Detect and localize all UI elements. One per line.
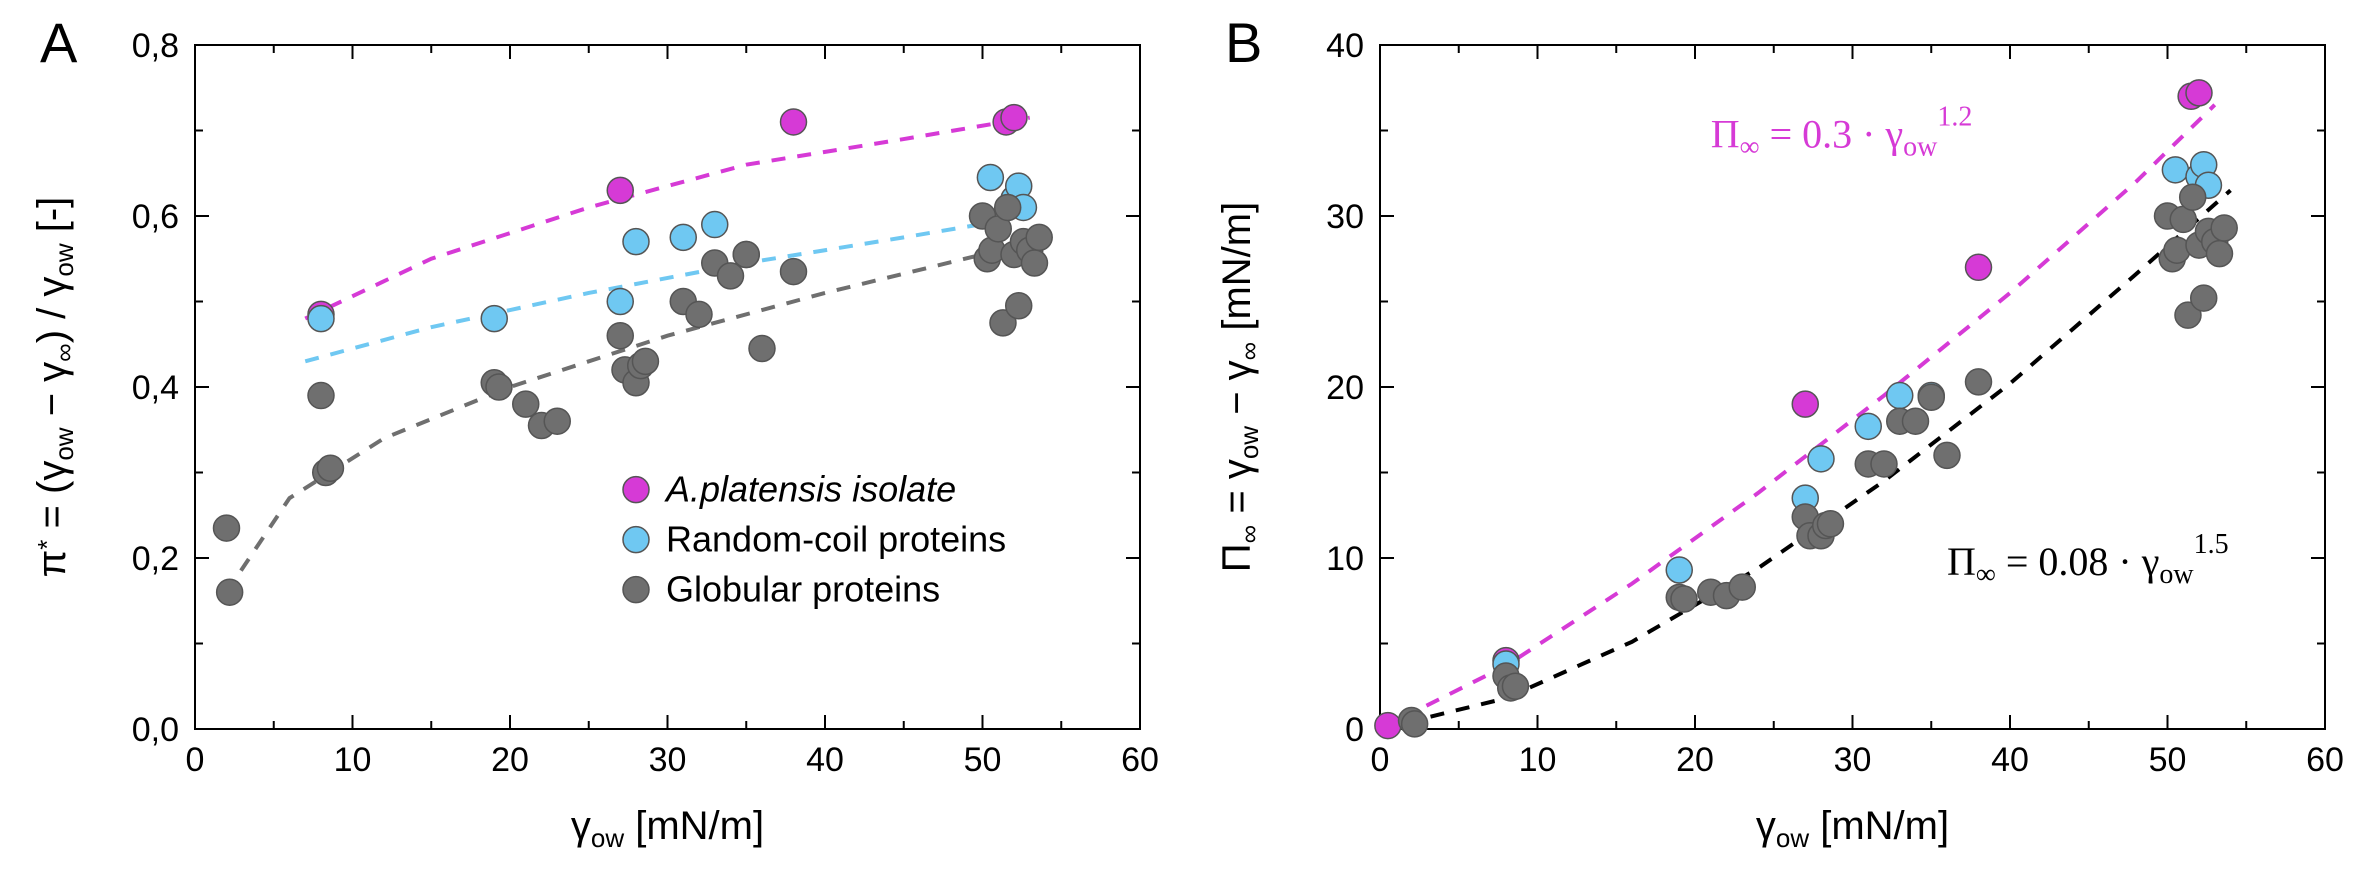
panel-a: A 0 10 20 30 40 50 60 0,0 0,2 0,4 0,6 0,8 γow [mN/m]…: [0, 0, 1185, 884]
svg-text:A.platensis isolate: A.platensis isolate: [664, 469, 956, 510]
marker-globular: [486, 374, 512, 400]
marker-random_coil: [623, 229, 649, 255]
marker-globular: [317, 455, 343, 481]
panel-a-label: A: [40, 10, 77, 75]
svg-text:γow [mN/m]: γow [mN/m]: [1756, 804, 1949, 853]
svg-text:30: 30: [1834, 741, 1872, 779]
svg-text:10: 10: [334, 741, 372, 779]
marker-globular: [1402, 711, 1428, 737]
marker-globular: [308, 383, 334, 409]
svg-text:20: 20: [491, 741, 529, 779]
svg-text:40: 40: [806, 741, 844, 779]
marker-aplatensis: [1001, 105, 1027, 131]
svg-text:50: 50: [2149, 741, 2187, 779]
marker-random_coil: [607, 289, 633, 315]
marker-random_coil: [702, 212, 728, 238]
marker-aplatensis: [2186, 80, 2212, 106]
svg-text:50: 50: [964, 741, 1002, 779]
marker-globular: [733, 241, 759, 267]
figure: A 0 10 20 30 40 50 60 0,0 0,2 0,4 0,6 0,8 γow [mN/m]…: [0, 0, 2370, 884]
marker-globular: [1934, 442, 1960, 468]
svg-text:20: 20: [1676, 741, 1714, 779]
svg-text:0: 0: [1345, 711, 1364, 749]
panel-b: B 0 10 20 30 40 50 60 0 10 20 30 40 γow [mN/m] Π∞ = γ…: [1185, 0, 2370, 884]
marker-globular: [1671, 586, 1697, 612]
marker-globular: [718, 263, 744, 289]
panel-b-svg: 0 10 20 30 40 50 60 0 10 20 30 40 γow [mN/m] Π∞ = γow…: [1185, 0, 2370, 884]
svg-text:Π∞ = 0.08 · γow1.5: Π∞ = 0.08 · γow1.5: [1947, 529, 2229, 590]
panel-a-svg: 0 10 20 30 40 50 60 0,0 0,2 0,4 0,6 0,8 γow [mN/m] π*…: [0, 0, 1185, 884]
marker-random_coil: [1887, 383, 1913, 409]
svg-text:20: 20: [1326, 369, 1364, 407]
marker-globular: [749, 336, 775, 362]
marker-globular: [544, 408, 570, 434]
svg-text:30: 30: [649, 741, 687, 779]
marker-globular: [632, 348, 658, 374]
marker-globular: [214, 515, 240, 541]
svg-text:10: 10: [1519, 741, 1557, 779]
svg-text:Random-coil proteins: Random-coil proteins: [666, 519, 1006, 560]
marker-random_coil: [481, 306, 507, 332]
marker-random_coil: [1808, 446, 1834, 472]
marker-aplatensis: [1792, 391, 1818, 417]
marker-random_coil: [2162, 157, 2188, 183]
svg-text:0,2: 0,2: [132, 540, 179, 578]
svg-text:30: 30: [1326, 198, 1364, 236]
marker-globular: [2211, 215, 2237, 241]
marker-aplatensis: [1966, 254, 1992, 280]
marker-globular: [1729, 574, 1755, 600]
marker-globular: [686, 301, 712, 327]
marker-aplatensis: [607, 177, 633, 203]
svg-text:Π∞ = γow − γ∞ [mN/m]: Π∞ = γow − γ∞ [mN/m]: [1215, 202, 1264, 572]
marker-globular: [513, 391, 539, 417]
marker-globular: [1966, 369, 1992, 395]
marker-random_coil: [977, 165, 1003, 191]
marker-globular: [2191, 285, 2217, 311]
marker-globular: [1021, 250, 1047, 276]
svg-text:0,4: 0,4: [132, 369, 179, 407]
marker-globular: [2180, 184, 2206, 210]
marker-globular: [1026, 224, 1052, 250]
marker-aplatensis: [1375, 713, 1401, 739]
svg-text:0,6: 0,6: [132, 198, 179, 236]
marker-globular: [2206, 241, 2232, 267]
marker-globular: [1871, 451, 1897, 477]
svg-text:Π∞ = 0.3 · γow1.2: Π∞ = 0.3 · γow1.2: [1711, 102, 1973, 163]
marker-globular: [1903, 408, 1929, 434]
svg-text:0: 0: [186, 741, 205, 779]
marker-globular: [1817, 511, 1843, 537]
svg-text:0,0: 0,0: [132, 711, 179, 749]
svg-text:40: 40: [1326, 27, 1364, 65]
marker-globular: [781, 259, 807, 285]
svg-text:40: 40: [1991, 741, 2029, 779]
marker-globular: [1006, 293, 1032, 319]
svg-text:10: 10: [1326, 540, 1364, 578]
svg-text:0: 0: [1371, 741, 1390, 779]
marker-random_coil: [1855, 413, 1881, 439]
svg-text:γow [mN/m]: γow [mN/m]: [571, 804, 764, 853]
svg-text:π* = (γow − γ∞) / γow [-]: π* = (γow − γ∞) / γow [-]: [30, 197, 79, 578]
marker-aplatensis: [781, 109, 807, 135]
marker-random_coil: [1666, 557, 1692, 583]
marker-random_coil: [308, 306, 334, 332]
marker-globular: [995, 194, 1021, 220]
marker-random_coil: [670, 224, 696, 250]
marker-globular: [217, 579, 243, 605]
svg-text:60: 60: [1121, 741, 1159, 779]
svg-text:Globular proteins: Globular proteins: [666, 569, 940, 610]
marker-globular: [607, 323, 633, 349]
svg-text:60: 60: [2306, 741, 2344, 779]
panel-b-label: B: [1225, 10, 1262, 75]
marker-globular: [1918, 384, 1944, 410]
svg-text:0,8: 0,8: [132, 27, 179, 65]
marker-globular: [1502, 673, 1528, 699]
